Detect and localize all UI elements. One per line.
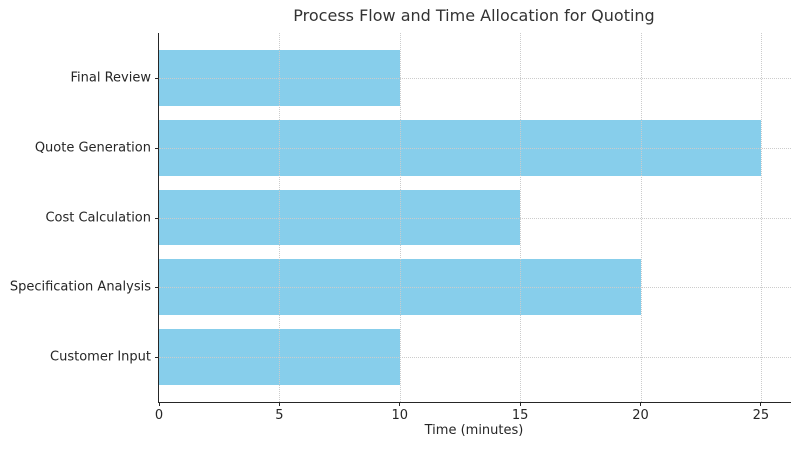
y-tick-label: Final Review	[70, 70, 151, 86]
v-gridline	[520, 33, 522, 402]
h-gridline	[159, 147, 791, 149]
y-tick-label: Customer Input	[50, 349, 151, 365]
x-tick-mark	[760, 402, 762, 406]
y-tick-mark	[155, 147, 159, 149]
x-tick-mark	[278, 402, 280, 406]
x-tick-mark	[399, 402, 401, 406]
x-tick-mark	[640, 402, 642, 406]
bar	[159, 189, 521, 246]
x-tick-label: 5	[275, 408, 284, 423]
y-tick-mark	[155, 357, 159, 359]
y-tick-mark	[155, 217, 159, 219]
h-gridline	[159, 217, 791, 219]
h-gridline	[159, 287, 791, 289]
v-gridline	[760, 33, 762, 402]
x-tick-mark	[158, 402, 160, 406]
y-tick-label: Specification Analysis	[9, 279, 151, 295]
chart-title: Process Flow and Time Allocation for Quo…	[293, 6, 655, 25]
y-tick-label: Quote Generation	[34, 140, 151, 156]
x-tick-label: 15	[511, 408, 529, 423]
h-gridline	[159, 357, 791, 359]
v-gridline	[399, 33, 401, 402]
x-tick-label: 20	[632, 408, 649, 423]
y-tick-label: Cost Calculation	[45, 210, 151, 225]
x-tick-label: 10	[391, 408, 409, 423]
x-tick-mark	[519, 402, 521, 406]
plot-area: Final Review Quote Generation Cost Calcula…	[10, 33, 791, 423]
v-gridline	[640, 33, 642, 402]
x-tick-label: 0	[154, 408, 164, 423]
x-axis-label: Time (minutes)	[424, 423, 524, 438]
h-gridline	[159, 77, 791, 79]
v-gridline	[279, 33, 281, 402]
y-tick-mark	[155, 77, 159, 79]
y-tick-mark	[155, 287, 159, 289]
x-tick-label: 25	[752, 408, 770, 423]
